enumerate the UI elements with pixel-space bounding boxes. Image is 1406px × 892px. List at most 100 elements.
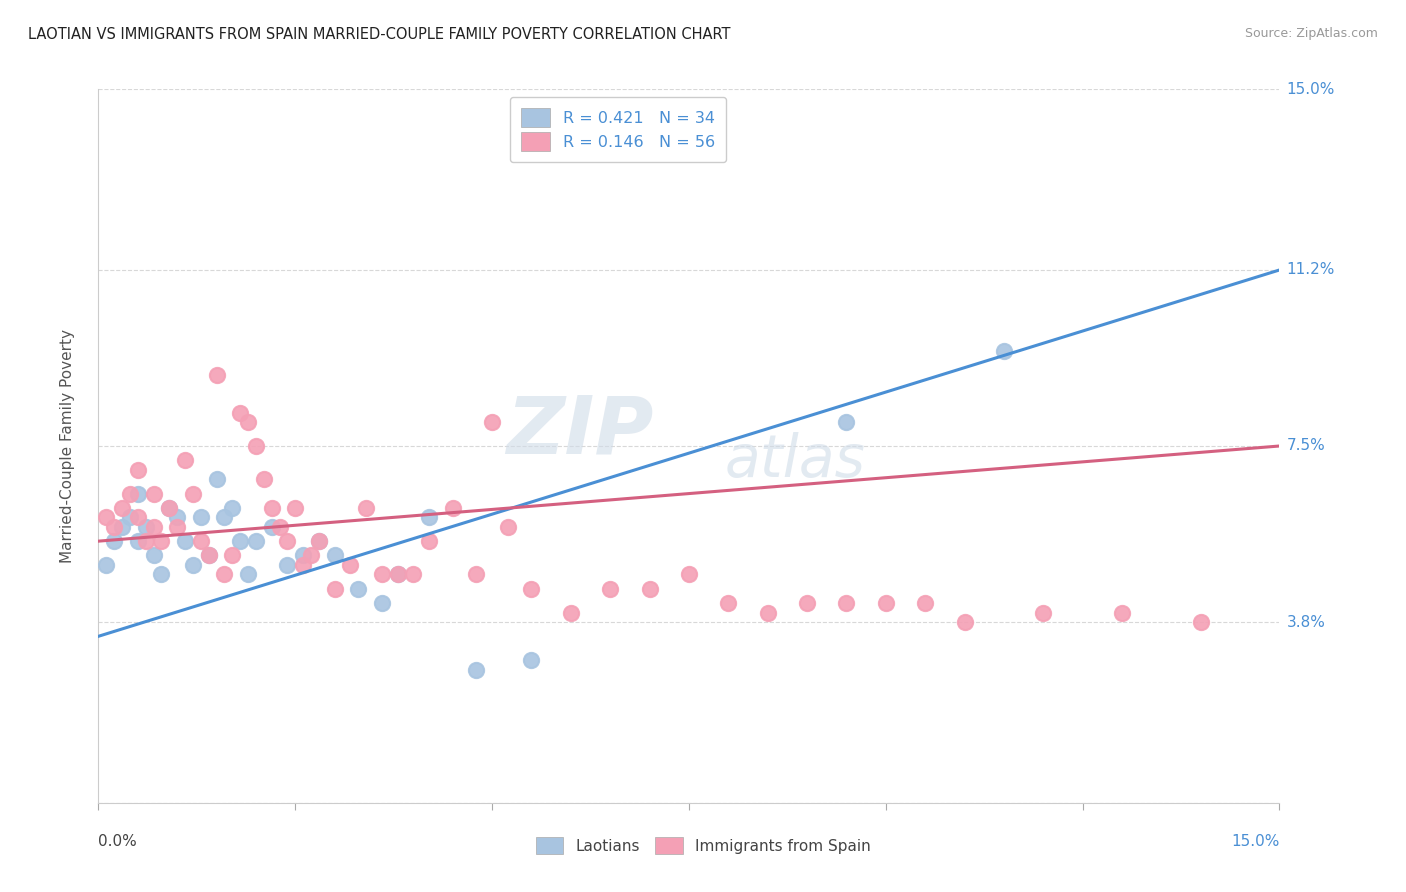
Text: LAOTIAN VS IMMIGRANTS FROM SPAIN MARRIED-COUPLE FAMILY POVERTY CORRELATION CHART: LAOTIAN VS IMMIGRANTS FROM SPAIN MARRIED…: [28, 27, 731, 42]
Point: [402, 567, 425, 582]
Point: [253, 472, 276, 486]
Point: [638, 582, 661, 596]
Point: [197, 549, 219, 563]
Point: [299, 549, 322, 563]
Point: [205, 368, 228, 382]
Point: [1189, 615, 1212, 629]
Legend: R = 0.421   N = 34, R = 0.146   N = 56: R = 0.421 N = 34, R = 0.146 N = 56: [510, 97, 725, 162]
Point: [205, 472, 228, 486]
Point: [236, 415, 259, 429]
Point: [150, 534, 173, 549]
Point: [111, 500, 134, 515]
Point: [371, 567, 394, 582]
Point: [387, 567, 409, 582]
Y-axis label: Married-Couple Family Poverty: Married-Couple Family Poverty: [60, 329, 75, 563]
Point: [520, 582, 543, 596]
Text: 15.0%: 15.0%: [1286, 82, 1334, 96]
Point: [157, 500, 180, 515]
Point: [221, 500, 243, 515]
Point: [796, 596, 818, 610]
Point: [418, 534, 440, 549]
Point: [166, 520, 188, 534]
Point: [1111, 606, 1133, 620]
Point: [190, 534, 212, 549]
Point: [245, 439, 267, 453]
Text: atlas: atlas: [724, 432, 865, 489]
Point: [387, 567, 409, 582]
Point: [245, 534, 267, 549]
Point: [323, 582, 346, 596]
Point: [835, 415, 858, 429]
Point: [157, 500, 180, 515]
Text: Source: ZipAtlas.com: Source: ZipAtlas.com: [1244, 27, 1378, 40]
Point: [236, 567, 259, 582]
Point: [292, 549, 315, 563]
Point: [441, 500, 464, 515]
Point: [150, 567, 173, 582]
Point: [323, 549, 346, 563]
Point: [142, 549, 165, 563]
Point: [875, 596, 897, 610]
Point: [496, 520, 519, 534]
Point: [127, 534, 149, 549]
Point: [181, 558, 204, 572]
Point: [465, 663, 488, 677]
Point: [756, 606, 779, 620]
Point: [481, 415, 503, 429]
Point: [197, 549, 219, 563]
Point: [181, 486, 204, 500]
Point: [599, 582, 621, 596]
Point: [371, 596, 394, 610]
Text: 11.2%: 11.2%: [1286, 262, 1334, 277]
Point: [229, 534, 252, 549]
Point: [347, 582, 370, 596]
Point: [142, 486, 165, 500]
Point: [354, 500, 377, 515]
Text: ZIP: ZIP: [506, 392, 654, 471]
Legend: Laotians, Immigrants from Spain: Laotians, Immigrants from Spain: [527, 830, 879, 862]
Point: [260, 500, 283, 515]
Point: [1032, 606, 1054, 620]
Point: [284, 500, 307, 515]
Point: [96, 510, 118, 524]
Point: [174, 534, 197, 549]
Point: [465, 567, 488, 582]
Point: [103, 534, 125, 549]
Point: [127, 510, 149, 524]
Text: 7.5%: 7.5%: [1286, 439, 1326, 453]
Point: [111, 520, 134, 534]
Point: [339, 558, 361, 572]
Point: [135, 534, 157, 549]
Point: [276, 558, 298, 572]
Point: [418, 510, 440, 524]
Point: [103, 520, 125, 534]
Point: [914, 596, 936, 610]
Point: [993, 343, 1015, 358]
Point: [118, 510, 141, 524]
Point: [717, 596, 740, 610]
Text: 3.8%: 3.8%: [1286, 615, 1326, 630]
Point: [135, 520, 157, 534]
Point: [221, 549, 243, 563]
Point: [308, 534, 330, 549]
Point: [190, 510, 212, 524]
Point: [229, 406, 252, 420]
Point: [96, 558, 118, 572]
Point: [142, 520, 165, 534]
Point: [292, 558, 315, 572]
Point: [560, 606, 582, 620]
Point: [166, 510, 188, 524]
Text: 0.0%: 0.0%: [98, 834, 138, 849]
Point: [269, 520, 291, 534]
Point: [276, 534, 298, 549]
Point: [214, 510, 236, 524]
Point: [678, 567, 700, 582]
Point: [260, 520, 283, 534]
Point: [118, 486, 141, 500]
Point: [127, 463, 149, 477]
Point: [520, 653, 543, 667]
Point: [835, 596, 858, 610]
Point: [308, 534, 330, 549]
Point: [174, 453, 197, 467]
Point: [953, 615, 976, 629]
